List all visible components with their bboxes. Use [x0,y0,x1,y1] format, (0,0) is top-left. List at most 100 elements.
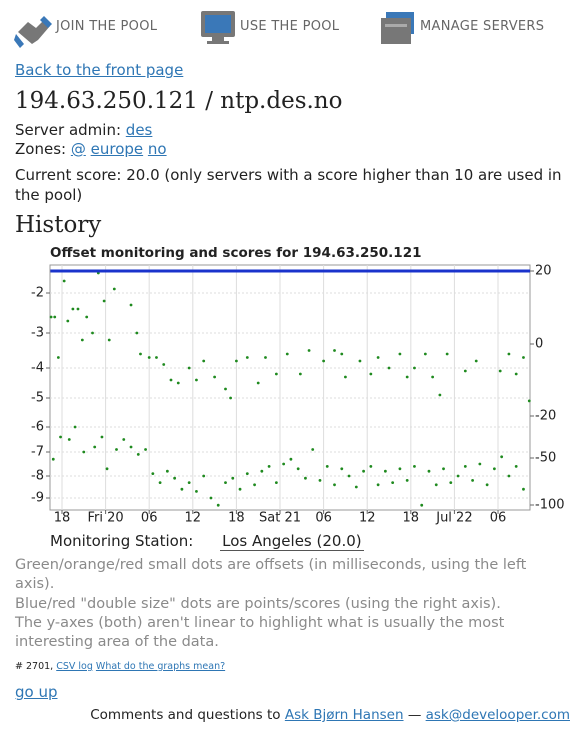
zones: Zones: @ europe no [15,140,167,158]
y2-tick-label: 0 [535,337,543,352]
station-select[interactable]: Los Angeles (20.0) [220,532,364,551]
offset-dot [274,481,278,484]
offset-dot [500,455,504,459]
offset-dot [322,359,326,363]
offset-dot [376,483,380,487]
label: Server admin: [15,121,122,139]
offset-dot [423,352,427,356]
offset-dot [463,369,467,373]
y-tick-label: -4 [31,361,44,376]
offset-dot [245,472,249,475]
offset-dot [405,375,409,379]
csv-link[interactable]: CSV log [56,661,93,672]
offset-dot [93,445,97,449]
offset-dot [354,485,358,489]
offset-dot [102,299,106,303]
offset-dot [202,359,206,363]
admin-link[interactable]: des [125,121,153,139]
offset-dot [298,372,302,376]
help-link[interactable]: What do the graphs mean? [95,661,226,672]
offset-dot [73,425,77,429]
offset-dot [340,352,344,356]
zone-link[interactable]: europe [90,140,144,158]
offset-dot [256,381,260,385]
offset-dot [91,331,94,335]
y-tick-label: -5 [31,391,44,406]
offset-dot [285,352,289,356]
back-link[interactable]: Back to the front page [15,61,184,79]
offset-dot [376,356,380,359]
offset-dot [165,469,169,473]
offset-dot [53,315,57,319]
offset-dot [224,481,227,484]
zone-link[interactable]: no [147,140,167,158]
x-tick-label: Jul 22 [435,511,472,526]
offset-dot [49,315,53,319]
offset-dot [434,483,438,487]
email-link[interactable]: ask@develooper.com [425,707,570,723]
offset-dot [229,396,232,400]
offset-dot [438,393,442,397]
y2-tick-label: -100 [535,498,565,513]
offset-dot [333,349,336,352]
offset-dot [387,366,391,370]
offset-dot [304,476,307,480]
offset-dot [224,387,227,391]
nav-link[interactable]: JOIN THE POOL [56,19,158,34]
offset-dot [173,476,177,480]
notes: Green/orange/red small dots are offsets … [15,556,555,652]
offset-dot [442,467,445,471]
zone-link[interactable]: @ [70,140,86,158]
offset-dot [507,352,511,356]
x-tick-label: 06 [490,511,507,526]
offset-dot [129,303,133,307]
offset-dot [260,469,264,473]
offset-dot [431,375,435,379]
offset-dot [213,375,217,379]
offset-dot [296,467,300,471]
offset-dot [144,448,147,451]
offset-dot [456,474,460,478]
use-icon [201,11,235,44]
offset-dot [347,474,351,478]
note: Green/orange/red small dots are offsets … [15,557,527,593]
offset-dot [449,481,453,484]
x-tick-label: 12 [359,511,376,526]
note: Blue/red "double size" dots are points/s… [15,595,501,612]
offset-dot [180,487,184,491]
offset-dot [162,363,166,366]
offset-dot [405,479,409,482]
offset-dot [492,467,496,471]
go-up-link[interactable]: go up [15,683,58,701]
offset-dot [471,479,474,482]
y-tick-label: -3 [31,326,44,341]
offset-dot [82,450,86,454]
page-heading: 194.63.250.121 / ntp.des.no [15,88,343,114]
footer-text: Comments and questions to [90,707,281,723]
x-tick-label: 06 [141,511,158,526]
offset-dot [264,356,267,359]
offset-dot [151,472,155,475]
x-tick-label: 18 [403,511,420,526]
join-icon [14,16,52,48]
y-tick-label: -7 [31,445,44,460]
offset-dot [344,375,347,379]
offset-dot [318,479,322,482]
offset-dot [238,487,242,491]
links-line: # 2701, CSV log What do the graphs mean? [15,661,225,672]
nav-link[interactable]: MANAGE SERVERS [420,19,545,34]
offset-dot [333,483,336,487]
offset-dot [289,457,293,461]
y-tick-label: -9 [31,491,44,506]
chart-title: Offset monitoring and scores for 194.63.… [50,245,422,261]
offset-dot [398,467,402,471]
author-link[interactable]: Ask Bjørn Hansen [284,707,404,723]
offset-dot [445,352,449,356]
offset-dot [307,349,311,352]
offset-dot [391,481,395,484]
offset-dot [115,448,118,451]
x-tick-label: 12 [185,511,202,526]
nav-link[interactable]: USE THE POOL [240,19,340,34]
offset-dot [463,465,467,468]
